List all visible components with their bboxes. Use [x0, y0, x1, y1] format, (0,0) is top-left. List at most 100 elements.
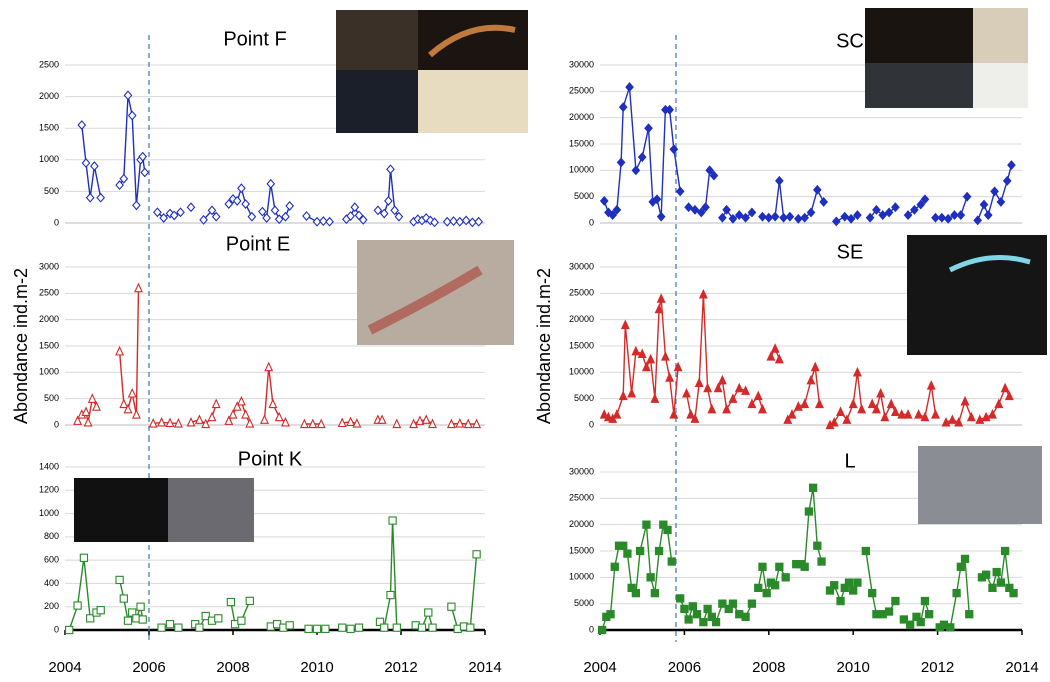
y-tick-label: 2500 — [39, 59, 59, 69]
y-tick-label: 25000 — [569, 288, 594, 298]
data-point — [627, 388, 637, 398]
data-point — [868, 588, 877, 598]
data-point — [201, 418, 211, 429]
data-point — [891, 596, 900, 606]
x-tick-label: 2010 — [300, 659, 333, 676]
data-point — [312, 216, 322, 227]
data-point — [119, 594, 128, 603]
data-point — [430, 217, 439, 228]
data-point — [119, 173, 129, 184]
data-point — [897, 409, 907, 419]
data-point — [346, 211, 355, 221]
data-point — [960, 395, 970, 406]
data-point — [840, 211, 850, 222]
data-point — [711, 617, 721, 627]
data-point — [903, 210, 913, 221]
data-point — [692, 610, 702, 619]
data-point — [690, 204, 700, 215]
data-point — [770, 343, 780, 353]
y-tick-label: 5000 — [574, 191, 594, 201]
data-point — [675, 186, 685, 197]
data-point — [138, 615, 147, 624]
y-tick-label: 3000 — [39, 261, 59, 271]
data-point — [132, 200, 141, 211]
data-point — [941, 416, 951, 427]
data-point — [659, 520, 668, 529]
data-point — [274, 214, 284, 225]
data-point — [920, 596, 930, 606]
data-point — [667, 557, 676, 566]
data-point — [842, 414, 852, 424]
panel-title: L — [844, 450, 855, 472]
data-point — [853, 210, 862, 221]
data-point — [157, 623, 166, 632]
y-tick-label: 20000 — [569, 112, 594, 122]
y-tick-label: 800 — [44, 531, 59, 541]
data-point — [299, 418, 309, 429]
data-point — [840, 583, 849, 593]
data-point — [884, 207, 894, 218]
data-point — [92, 401, 101, 411]
data-point — [637, 348, 647, 359]
data-point — [952, 588, 961, 598]
data-point — [631, 165, 641, 176]
data-point — [814, 398, 824, 409]
data-point — [211, 211, 221, 222]
data-point — [1004, 390, 1014, 401]
data-point — [346, 416, 356, 426]
data-point — [274, 411, 284, 422]
photo-detail — [948, 255, 1031, 273]
data-point — [232, 401, 242, 411]
data-point — [836, 406, 846, 416]
panel: 0 5000 10000 15000 20000 25000 30000 SC — [569, 30, 1022, 235]
data-point — [241, 199, 250, 209]
data-point — [318, 216, 328, 227]
x-tick-label: 2012 — [921, 659, 954, 676]
data-point — [346, 624, 355, 633]
data-point — [981, 570, 991, 579]
data-point — [195, 623, 204, 632]
data-point — [610, 562, 619, 571]
data-point — [644, 123, 653, 134]
data-point — [996, 578, 1006, 587]
data-point — [421, 414, 431, 424]
y-tick-label: 500 — [44, 393, 59, 403]
data-point — [880, 411, 890, 422]
data-point — [81, 406, 91, 416]
data-point — [646, 573, 655, 582]
photo — [907, 235, 1047, 355]
data-point — [890, 406, 900, 416]
data-point — [463, 418, 473, 429]
data-point — [232, 195, 242, 206]
data-point — [625, 82, 634, 93]
data-point — [747, 207, 757, 218]
data-point — [618, 102, 628, 113]
photo — [168, 478, 254, 542]
photo-detail — [428, 24, 516, 58]
data-point — [96, 606, 105, 615]
data-point — [199, 214, 208, 225]
panel-title: Point K — [238, 448, 303, 470]
x-tick-label: 2012 — [384, 659, 417, 676]
data-point — [241, 409, 251, 419]
data-point — [981, 411, 991, 422]
data-point — [211, 398, 221, 409]
data-point — [81, 158, 91, 168]
data-point — [268, 398, 278, 409]
data-point — [424, 608, 433, 617]
data-point — [660, 351, 670, 361]
data-point — [844, 578, 854, 587]
data-point — [637, 152, 647, 163]
data-point — [836, 596, 845, 606]
data-point — [758, 211, 767, 222]
data-point — [673, 361, 683, 372]
data-point — [992, 567, 1001, 577]
data-point — [965, 610, 974, 619]
data-point — [455, 418, 465, 428]
y-tick-label: 0 — [589, 624, 594, 634]
y-tick-label: 500 — [44, 186, 59, 196]
data-point — [352, 418, 362, 428]
data-point — [747, 599, 757, 608]
x-tick-label: 2004 — [48, 659, 81, 676]
data-point — [136, 602, 145, 611]
